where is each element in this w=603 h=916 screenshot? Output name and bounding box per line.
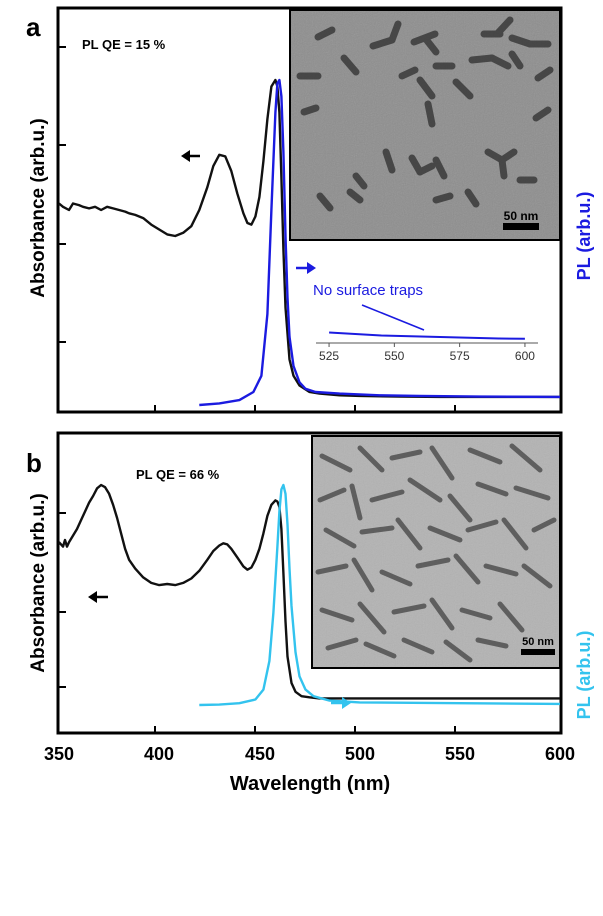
series-line-absorbance: [58, 483, 560, 700]
panel-a-letter: a: [26, 12, 41, 42]
tem-image-b: 50 nm: [311, 435, 561, 669]
x-tick-label: 450: [245, 744, 275, 764]
scale-bar-label-a: 50 nm: [504, 209, 539, 223]
no-surface-traps-label: No surface traps: [313, 282, 423, 299]
inset-x-tick-label: 550: [384, 349, 404, 363]
x-tick-label: 400: [144, 744, 174, 764]
panel-b: b PL QE = 66 % Absorbance (arb.u.) PL (a…: [26, 431, 594, 735]
panel-b-bottom-ticks: [154, 726, 456, 733]
x-axis: 350 400 450 500 550 600 Wavelength (nm): [44, 744, 575, 795]
panel-b-ylabel-left: Absorbance (arb.u.): [28, 493, 49, 672]
series-line-pl: [199, 483, 561, 707]
panel-b-left-ticks: [58, 512, 66, 688]
panel-b-qe-label: PL QE = 66 %: [136, 467, 220, 482]
panel-a: a PL QE = 15 % Absorbance (arb.u.) PL (a…: [26, 6, 594, 414]
panel-a-bottom-ticks: [154, 405, 456, 412]
series-line-absorbance: [58, 78, 560, 399]
pl-arrow-b: [331, 697, 351, 709]
scale-bar-label-b: 50 nm: [522, 636, 554, 648]
inset-series-line: [329, 331, 525, 340]
absorbance-arrow-a: [181, 150, 200, 162]
panel-a-ylabel-left: Absorbance (arb.u.): [28, 118, 49, 297]
x-axis-label: Wavelength (nm): [230, 773, 390, 795]
panel-b-letter: b: [26, 448, 42, 478]
panel-a-plot: [58, 78, 561, 407]
panel-a-qe-label: PL QE = 15 %: [82, 37, 166, 52]
panel-a-left-ticks: [58, 46, 66, 343]
inset-x-tick-label: 575: [450, 349, 470, 363]
x-tick-label: 500: [345, 744, 375, 764]
x-tick-label: 350: [44, 744, 74, 764]
panel-b-plot: [58, 483, 561, 707]
scale-bar-b: [521, 649, 555, 655]
inset-x-tick-label: 525: [319, 349, 339, 363]
scale-bar-a: [503, 223, 539, 230]
inset-plot-a: 525 550 575 600: [316, 331, 538, 363]
panel-b-ylabel-right: PL (arb.u.): [574, 631, 594, 720]
pl-arrow-a: [296, 262, 316, 274]
no-surface-traps-pointer: [361, 304, 425, 331]
x-tick-label: 600: [545, 744, 575, 764]
inset-x-tick-label: 600: [515, 349, 535, 363]
x-tick-label: 550: [445, 744, 475, 764]
absorbance-arrow-b: [88, 591, 108, 603]
tem-image-a: 50 nm: [289, 9, 561, 241]
series-line-pl: [199, 78, 561, 407]
panel-a-ylabel-right: PL (arb.u.): [574, 192, 594, 281]
